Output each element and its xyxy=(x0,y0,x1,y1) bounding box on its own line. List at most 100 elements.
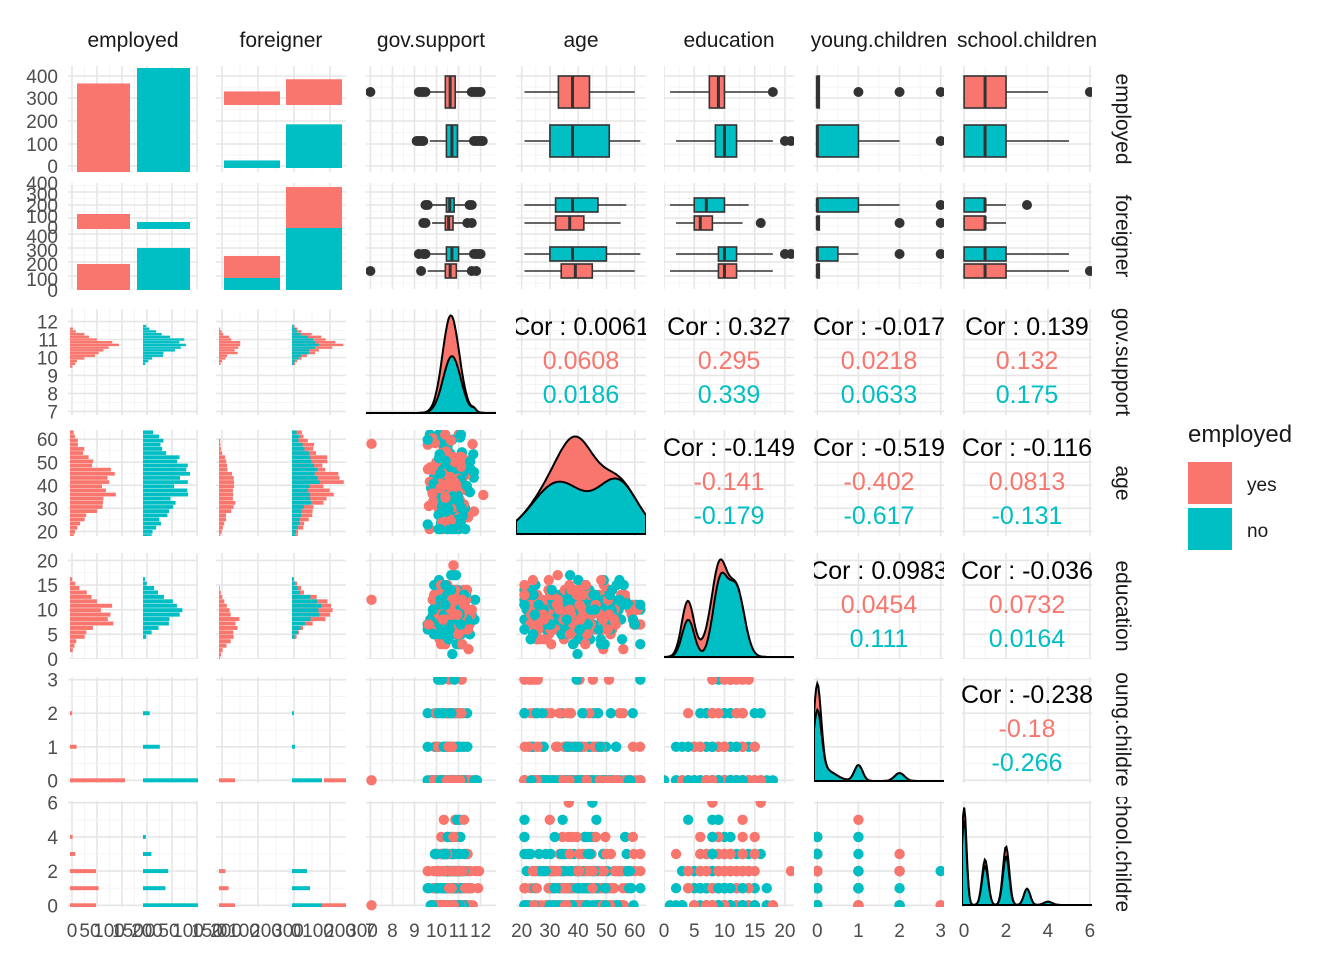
x-tick-label: 20 xyxy=(511,921,532,942)
box-young-children-no xyxy=(815,124,944,158)
bar-foreigner-yes-employed-no xyxy=(286,124,342,168)
y-tick-label: 20 xyxy=(37,551,58,572)
scatter-school-children-age xyxy=(519,801,646,907)
corr-no: 0.111 xyxy=(850,625,909,653)
panel-grid xyxy=(664,430,794,536)
corr-overall: Cor : -0.149 xyxy=(663,434,795,462)
x-tick-label: 150 xyxy=(112,921,144,942)
box-gov-support-yes_yes xyxy=(366,263,482,279)
corr-overall: Cor : -0.116 xyxy=(962,434,1092,462)
corr-yes: -0.402 xyxy=(844,468,915,496)
hist-age-foreigner-no xyxy=(219,438,236,536)
y-tick-label: 2 xyxy=(47,862,58,883)
y-tick-label: 100 xyxy=(26,270,58,291)
y-tick-label: 3 xyxy=(47,671,58,692)
x-tick-label: 30 xyxy=(539,921,560,942)
box-gov-support-no xyxy=(411,124,488,158)
hist-young-children-no xyxy=(143,711,198,783)
box-school-children-yes_yes xyxy=(963,263,1092,279)
y-tick-label: 40 xyxy=(37,476,58,497)
box-school-children-no xyxy=(963,124,1069,158)
scatter-school-children-young-children xyxy=(814,814,944,907)
row-strip-label: age xyxy=(1111,465,1134,500)
y-tick-label: 15 xyxy=(37,576,58,597)
hist-education-no xyxy=(143,577,183,639)
stack-foreigner-no-employed-yes xyxy=(224,256,280,278)
stack-foreigner-no-employed-no xyxy=(224,278,280,290)
corr-no: -0.266 xyxy=(992,749,1063,777)
y-tick-label: 100 xyxy=(26,135,58,156)
legend-label: no xyxy=(1247,521,1268,542)
corr-no: 0.0164 xyxy=(989,625,1066,653)
corr-overall: Cor : 0.0983 xyxy=(810,557,948,585)
hist-school-children-foreigner-yes-yes xyxy=(322,903,346,907)
x-tick-label: 60 xyxy=(624,921,645,942)
y-tick-label: 1 xyxy=(47,738,58,759)
outlier-point xyxy=(366,775,377,786)
row-strip-label: foreigner xyxy=(1111,195,1134,278)
col-strip-label: gov.support xyxy=(377,29,485,52)
y-tick-label: 4 xyxy=(47,828,58,849)
stack-foreigner-yes-employed-yes xyxy=(286,187,342,228)
y-tick-label: 0 xyxy=(47,650,58,671)
x-tick-label: 10 xyxy=(714,921,735,942)
box-young-children-yes xyxy=(815,75,944,109)
box-age-no_no xyxy=(524,197,627,213)
col-strip-label: age xyxy=(563,29,598,52)
corr-yes: 0.295 xyxy=(698,347,761,375)
y-tick-label: 400 xyxy=(26,227,58,248)
x-tick-label: 200 xyxy=(131,921,163,942)
corr-yes: -0.18 xyxy=(999,715,1056,743)
col-strip-label: young.children xyxy=(811,29,948,52)
y-tick-label: 20 xyxy=(37,522,58,543)
box-age-yes xyxy=(524,75,635,109)
panel-grid xyxy=(516,309,646,415)
panel-grid xyxy=(216,801,346,907)
box-age-no_yes xyxy=(524,215,621,231)
y-tick-label: 7 xyxy=(47,402,58,423)
col-strip-label: education xyxy=(683,29,774,52)
x-tick-label: 11 xyxy=(449,921,469,942)
y-tick-label: 11 xyxy=(38,331,58,352)
corr-overall: Cor : 0.0061 xyxy=(512,313,650,341)
corr-no: 0.339 xyxy=(698,381,761,409)
hist-age-yes xyxy=(70,430,116,536)
y-tick-label: 200 xyxy=(26,112,58,133)
x-tick-label: 0 xyxy=(67,921,78,942)
x-tick-label: 3 xyxy=(935,921,946,942)
box-age-yes_no xyxy=(524,246,641,262)
density-education xyxy=(664,558,794,658)
y-tick-label: 200 xyxy=(26,255,58,276)
panel-grid xyxy=(216,309,346,415)
corr-overall: Cor : -0.519 xyxy=(813,434,945,462)
box-school-children-yes_no xyxy=(963,246,1069,262)
panel-grid xyxy=(814,553,944,659)
x-tick-label: 100 xyxy=(228,921,260,942)
box-education-no_no xyxy=(670,197,749,213)
scatter-young-children-gov-support xyxy=(422,677,483,783)
box-age-yes_yes xyxy=(524,263,635,279)
x-tick-label: 200 xyxy=(324,921,356,942)
corr-yes: 0.0218 xyxy=(841,347,917,375)
x-tick-label: 50 xyxy=(596,921,617,942)
corr-overall: Cor : 0.327 xyxy=(667,313,791,341)
corr-panel: Cor : -0.238 -0.18 -0.266 xyxy=(962,681,1092,777)
corr-panel: Cor : -0.116 0.0813 -0.131 xyxy=(962,434,1092,530)
box-young-children-yes_no xyxy=(815,246,944,262)
row-strip-label: employed xyxy=(1111,73,1134,164)
panel-grid xyxy=(814,430,944,536)
bar-foreigner-no-employed-no xyxy=(224,160,280,168)
corr-yes: 0.0732 xyxy=(989,591,1065,619)
corr-panel: Cor : 0.139 0.132 0.175 xyxy=(965,313,1089,409)
y-tick-label: 400 xyxy=(26,174,58,195)
x-tick-label: 50 xyxy=(158,921,179,942)
panel-grid xyxy=(962,430,1092,536)
y-tick-label: 300 xyxy=(26,241,58,262)
hist-education-foreigner-no xyxy=(219,586,240,659)
hist-education-foreigner-yes-no xyxy=(292,577,322,639)
y-tick-label: 60 xyxy=(37,430,58,451)
box-education-yes xyxy=(670,75,778,109)
box-education-no xyxy=(676,124,794,158)
col-strip-label: employed xyxy=(87,29,178,52)
